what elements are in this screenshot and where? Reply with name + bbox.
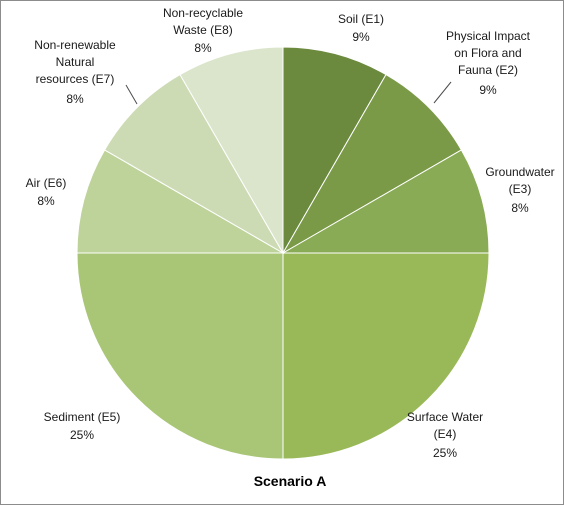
slice-label: Non-renewable Natural resources (E7) (34, 38, 116, 86)
leader-line (433, 81, 452, 104)
slice-percent-label: 9% (352, 30, 370, 44)
slice-percent-label: 8% (37, 194, 55, 208)
slice-percent-label: 25% (70, 428, 94, 442)
pie-slice (282, 46, 387, 255)
slice-percent-label: 8% (194, 41, 212, 55)
pie-slice (281, 73, 463, 255)
slice-label: Sediment (E5) (44, 410, 121, 424)
slice-labels: Soil (E1) 9% Physical Impact on Flora and Fa… (26, 6, 555, 460)
slice-label: Physical Impact on Flora and Fauna (E2) (446, 29, 531, 77)
pie-slice (76, 149, 285, 254)
leader-lines (125, 81, 452, 105)
slice-percent-label: 9% (479, 83, 497, 97)
slice-percent-label: 8% (511, 201, 529, 215)
leader-line (125, 84, 138, 105)
slice-label: Air (E6) (26, 176, 67, 190)
slice-label: Non-recyclable Waste (E8) (163, 6, 243, 37)
pie-slice (282, 252, 490, 460)
pie-slices (76, 46, 490, 460)
slice-label: Surface Water (E4) (407, 410, 483, 441)
chart-title: Scenario A (254, 473, 327, 489)
pie-slice (281, 149, 490, 254)
slice-percent-label: 25% (433, 446, 457, 460)
slice-percent-label: 8% (66, 92, 84, 106)
slice-label: Groundwater (E3) (485, 165, 554, 196)
pie-slice (179, 46, 284, 255)
pie-slice (76, 252, 284, 460)
slice-label: Soil (E1) (338, 12, 384, 26)
pie-slice (103, 73, 285, 255)
